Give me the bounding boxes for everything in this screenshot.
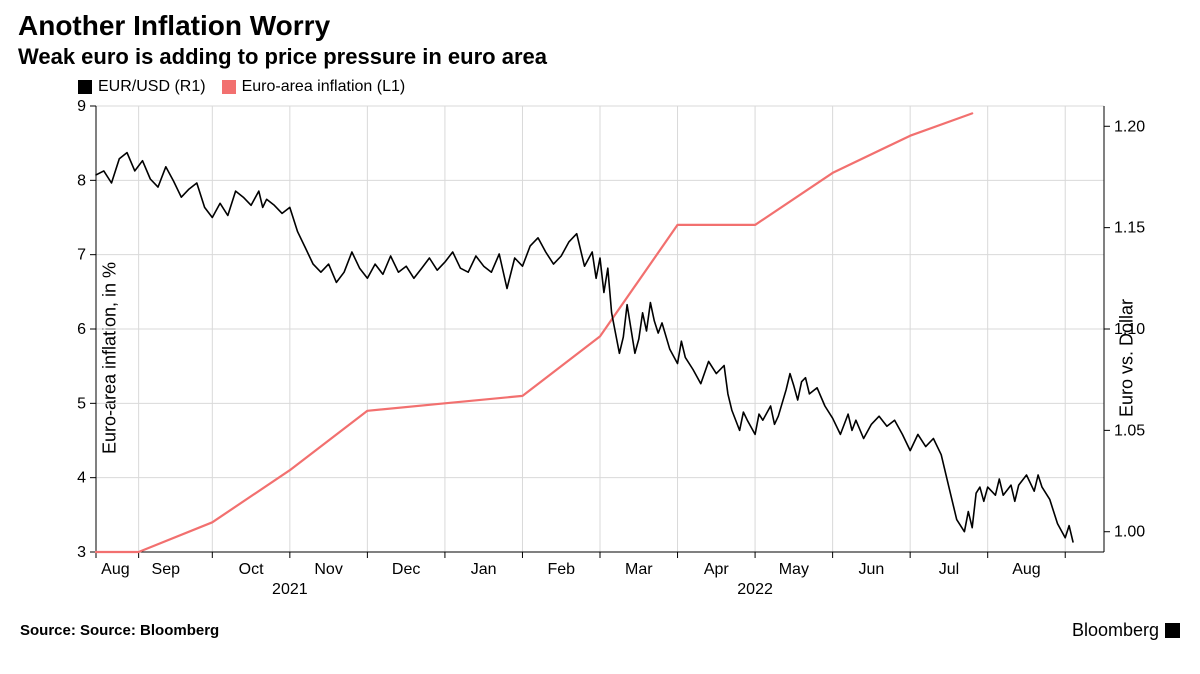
- svg-text:1.05: 1.05: [1114, 422, 1145, 439]
- legend-swatch-eurusd: [78, 80, 92, 94]
- svg-text:Dec: Dec: [392, 561, 420, 578]
- svg-text:Jan: Jan: [471, 561, 497, 578]
- legend-item-eurusd: EUR/USD (R1): [78, 78, 206, 96]
- svg-text:Nov: Nov: [314, 561, 342, 578]
- svg-text:Mar: Mar: [625, 561, 653, 578]
- plot-area: Euro-area inflation, in % Euro vs. Dolla…: [18, 98, 1182, 618]
- chart-container: Another Inflation Worry Weak euro is add…: [0, 0, 1200, 674]
- svg-text:Sep: Sep: [152, 561, 181, 578]
- svg-text:Feb: Feb: [547, 561, 575, 578]
- legend: EUR/USD (R1) Euro-area inflation (L1): [18, 76, 1182, 98]
- brand-label: Bloomberg: [1072, 620, 1180, 641]
- svg-text:6: 6: [77, 321, 86, 338]
- brand-icon: [1165, 623, 1180, 638]
- chart-svg: 3 4 5 6 7 8 9 1.00 1.05 1.10 1.15 1.20 Aug Sep Oct Nov D…: [18, 98, 1182, 618]
- legend-swatch-inflation: [222, 80, 236, 94]
- svg-text:8: 8: [77, 172, 86, 189]
- svg-text:1.20: 1.20: [1114, 118, 1145, 135]
- chart-footer: Source: Source: Bloomberg Bloomberg: [18, 620, 1182, 641]
- svg-text:5: 5: [77, 395, 86, 412]
- legend-label-eurusd: EUR/USD (R1): [98, 78, 206, 96]
- legend-label-inflation: Euro-area inflation (L1): [242, 78, 406, 96]
- svg-text:1.10: 1.10: [1114, 321, 1145, 338]
- legend-item-inflation: Euro-area inflation (L1): [222, 78, 406, 96]
- chart-subtitle: Weak euro is adding to price pressure in…: [18, 44, 1182, 70]
- svg-text:7: 7: [77, 247, 86, 264]
- svg-text:3: 3: [77, 544, 86, 561]
- source-text: Source: Source: Bloomberg: [20, 622, 219, 639]
- svg-text:1.15: 1.15: [1114, 220, 1145, 237]
- brand-text: Bloomberg: [1072, 620, 1159, 641]
- svg-text:1.00: 1.00: [1114, 524, 1145, 541]
- svg-text:Jul: Jul: [939, 561, 959, 578]
- svg-text:May: May: [779, 561, 809, 578]
- svg-text:Aug: Aug: [101, 561, 129, 578]
- svg-text:Aug: Aug: [1012, 561, 1040, 578]
- svg-text:4: 4: [77, 470, 86, 487]
- svg-text:Jun: Jun: [858, 561, 884, 578]
- svg-text:Apr: Apr: [704, 561, 730, 578]
- svg-text:2022: 2022: [737, 581, 773, 598]
- svg-text:2021: 2021: [272, 581, 308, 598]
- svg-text:Oct: Oct: [239, 561, 264, 578]
- chart-title: Another Inflation Worry: [18, 10, 1182, 42]
- svg-text:9: 9: [77, 98, 86, 115]
